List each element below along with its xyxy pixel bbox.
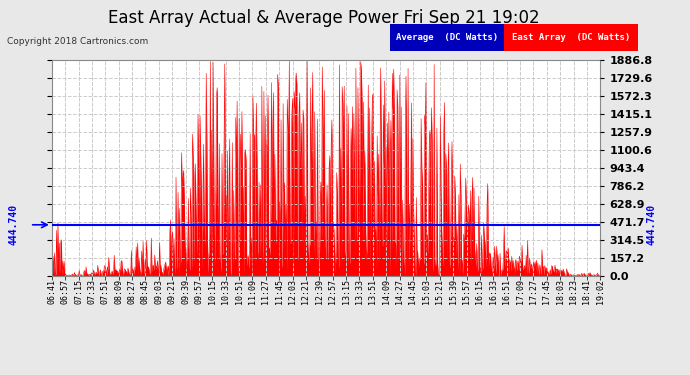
Text: 14:27: 14:27 [395, 279, 404, 304]
Text: 17:27: 17:27 [529, 279, 538, 304]
Text: 18:41: 18:41 [582, 279, 591, 304]
Text: 11:45: 11:45 [275, 279, 284, 304]
Text: 09:03: 09:03 [155, 279, 164, 304]
Text: 15:39: 15:39 [448, 279, 457, 304]
Text: 16:51: 16:51 [502, 279, 511, 304]
Text: 07:51: 07:51 [101, 279, 110, 304]
Text: Copyright 2018 Cartronics.com: Copyright 2018 Cartronics.com [7, 38, 148, 46]
Text: 07:15: 07:15 [74, 279, 83, 304]
Text: 09:21: 09:21 [168, 279, 177, 304]
Text: 10:51: 10:51 [235, 279, 244, 304]
Text: East Array Actual & Average Power Fri Sep 21 19:02: East Array Actual & Average Power Fri Se… [108, 9, 540, 27]
Text: 14:45: 14:45 [408, 279, 417, 304]
Text: 18:23: 18:23 [569, 279, 578, 304]
Text: 06:57: 06:57 [61, 279, 70, 304]
Text: 17:09: 17:09 [515, 279, 524, 304]
Text: 19:02: 19:02 [595, 279, 605, 304]
Text: 13:15: 13:15 [342, 279, 351, 304]
Text: 15:03: 15:03 [422, 279, 431, 304]
Text: 12:03: 12:03 [288, 279, 297, 304]
Text: 08:09: 08:09 [114, 279, 123, 304]
Text: 10:15: 10:15 [208, 279, 217, 304]
Text: 444.740: 444.740 [647, 204, 657, 245]
Text: 06:41: 06:41 [47, 279, 57, 304]
Text: 444.740: 444.740 [9, 204, 19, 245]
Text: 15:57: 15:57 [462, 279, 471, 304]
Text: 07:33: 07:33 [88, 279, 97, 304]
Text: 12:57: 12:57 [328, 279, 337, 304]
Text: 11:09: 11:09 [248, 279, 257, 304]
Text: 12:21: 12:21 [302, 279, 310, 304]
Text: 08:27: 08:27 [128, 279, 137, 304]
Text: 16:33: 16:33 [489, 279, 497, 304]
Text: 17:45: 17:45 [542, 279, 551, 304]
Text: 13:33: 13:33 [355, 279, 364, 304]
Text: 16:15: 16:15 [475, 279, 484, 304]
Text: 09:57: 09:57 [195, 279, 204, 304]
Text: Average  (DC Watts): Average (DC Watts) [395, 33, 498, 42]
Text: 12:39: 12:39 [315, 279, 324, 304]
Text: 11:27: 11:27 [262, 279, 270, 304]
Text: 08:45: 08:45 [141, 279, 150, 304]
Text: 14:09: 14:09 [382, 279, 391, 304]
Text: 15:21: 15:21 [435, 279, 444, 304]
Text: 13:51: 13:51 [368, 279, 377, 304]
Text: East Array  (DC Watts): East Array (DC Watts) [512, 33, 630, 42]
Text: 18:03: 18:03 [555, 279, 564, 304]
Text: 10:33: 10:33 [221, 279, 230, 304]
Text: 09:39: 09:39 [181, 279, 190, 304]
